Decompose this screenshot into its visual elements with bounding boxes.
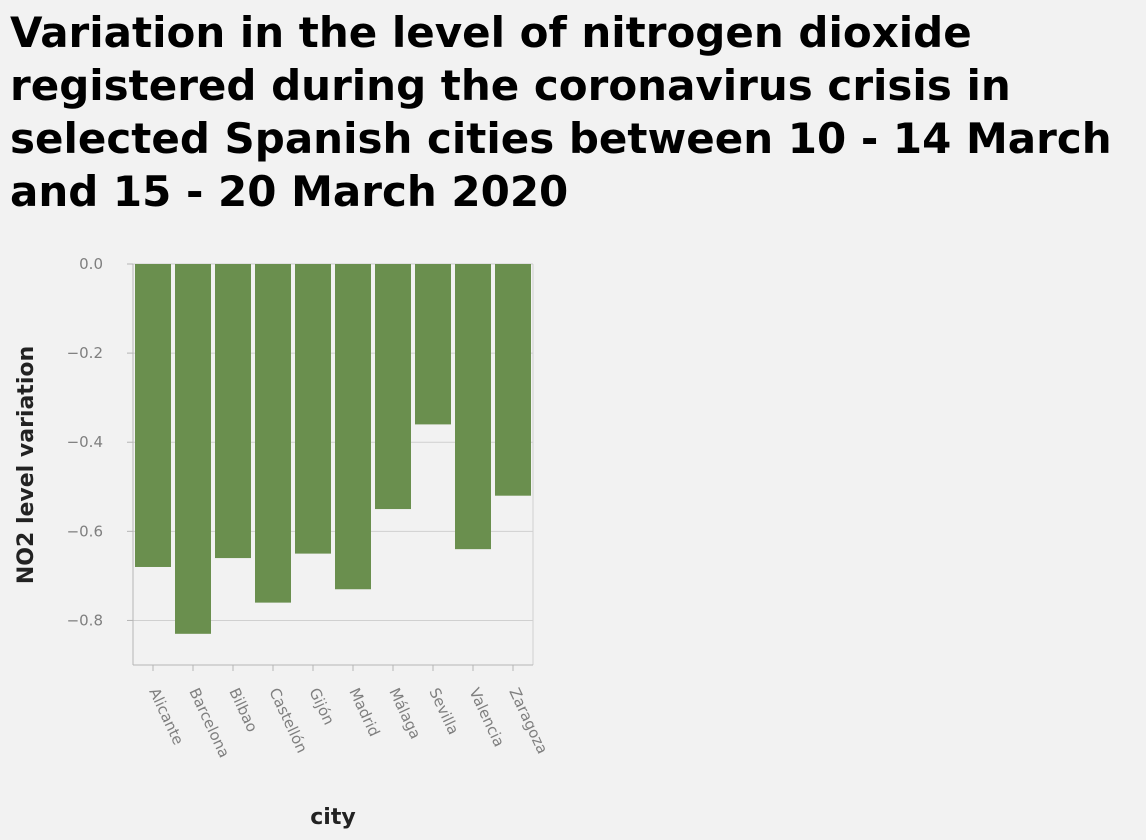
bar-alicante bbox=[135, 264, 171, 567]
x-tick-label: Sevilla bbox=[425, 685, 462, 737]
bar-madrid bbox=[335, 264, 371, 590]
x-tick-label: Málaga bbox=[385, 685, 424, 742]
bar-sevilla bbox=[415, 264, 451, 425]
x-tick-label: Alicante bbox=[145, 685, 187, 748]
bar-zaragoza bbox=[495, 264, 531, 496]
chart-title: Variation in the level of nitrogen dioxi… bbox=[10, 8, 1112, 216]
x-tick-label: Bilbao bbox=[225, 685, 261, 735]
bar-gijón bbox=[295, 264, 331, 554]
bar-málaga bbox=[375, 264, 411, 510]
x-axis-title: city bbox=[310, 805, 355, 830]
x-tick-label: Barcelona bbox=[185, 685, 233, 760]
bar-castellón bbox=[255, 264, 291, 603]
y-tick-label: −0.8 bbox=[67, 611, 103, 629]
x-tick-label: Valencia bbox=[465, 685, 508, 750]
bar-valencia bbox=[455, 264, 491, 550]
x-tick-label: Castellón bbox=[265, 685, 311, 756]
bars bbox=[135, 264, 531, 634]
x-tick-label: Madrid bbox=[345, 685, 383, 739]
y-tick-label: 0.0 bbox=[79, 255, 103, 273]
y-tick-label: −0.2 bbox=[67, 344, 103, 362]
x-tick-label: Zaragoza bbox=[505, 685, 551, 757]
y-axis-title: NO2 level variation bbox=[14, 346, 39, 584]
y-tick-label: −0.6 bbox=[67, 522, 103, 540]
x-tick-label: Gijón bbox=[305, 685, 338, 728]
y-tick-label: −0.4 bbox=[67, 433, 103, 451]
bar-barcelona bbox=[175, 264, 211, 634]
bar-bilbao bbox=[215, 264, 251, 559]
